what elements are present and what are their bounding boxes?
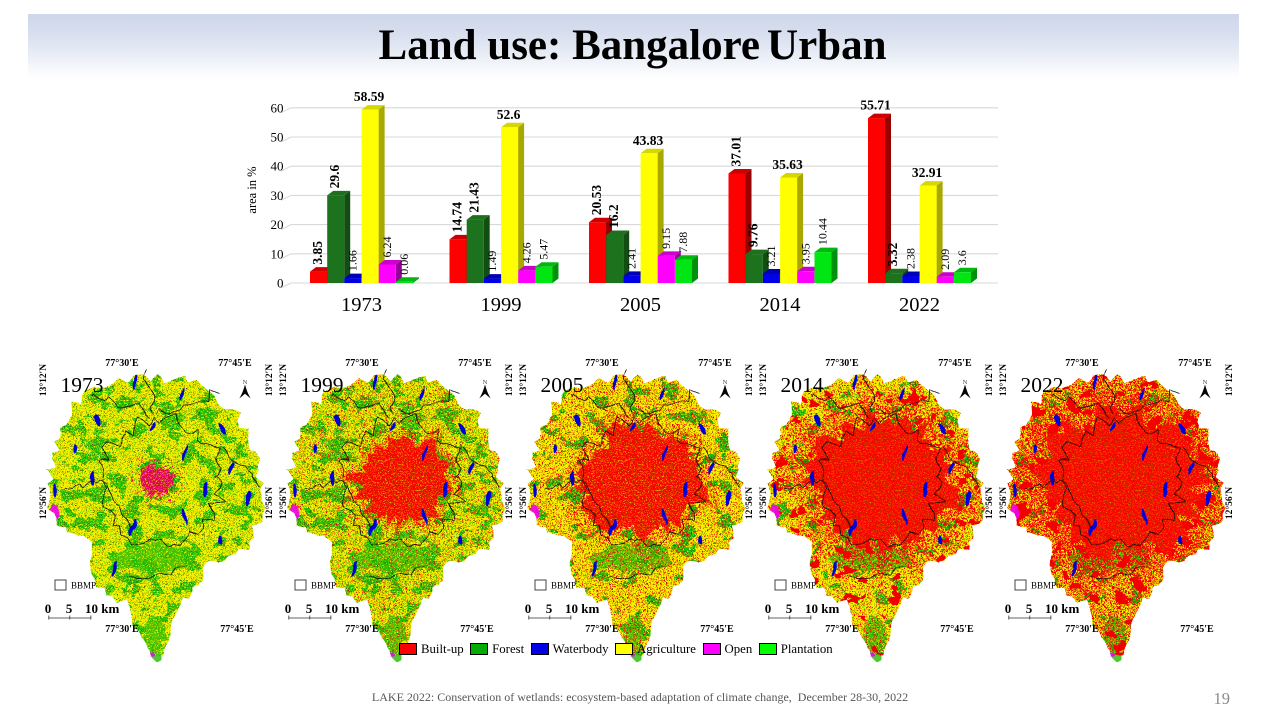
svg-text:area in %: area in % — [245, 166, 259, 213]
svg-text:9.76: 9.76 — [746, 223, 761, 247]
svg-text:1999: 1999 — [301, 373, 344, 397]
svg-text:10: 10 — [271, 246, 284, 261]
svg-text:3.95: 3.95 — [798, 243, 812, 264]
svg-text:1973: 1973 — [61, 373, 104, 397]
svg-text:16.2: 16.2 — [606, 204, 621, 228]
svg-text:3.85: 3.85 — [310, 241, 325, 265]
svg-text:5.47: 5.47 — [537, 239, 551, 260]
svg-text:10.44: 10.44 — [816, 218, 830, 245]
svg-text:7.88: 7.88 — [676, 232, 690, 253]
svg-text:0: 0 — [277, 276, 284, 291]
svg-text:55.71: 55.71 — [860, 98, 891, 113]
svg-text:9.15: 9.15 — [659, 228, 673, 249]
svg-text:1973: 1973 — [341, 294, 382, 316]
svg-text:0.06: 0.06 — [397, 254, 411, 275]
svg-text:43.83: 43.83 — [633, 133, 664, 148]
svg-text:50: 50 — [271, 130, 284, 145]
svg-text:30: 30 — [271, 188, 284, 203]
svg-text:52.6: 52.6 — [497, 107, 521, 122]
svg-text:3.21: 3.21 — [764, 246, 778, 267]
svg-text:20.53: 20.53 — [589, 185, 604, 216]
svg-text:6.24: 6.24 — [380, 237, 394, 258]
svg-text:40: 40 — [271, 159, 284, 174]
svg-text:2005: 2005 — [620, 294, 661, 316]
svg-text:2.41: 2.41 — [624, 248, 638, 269]
svg-text:21.43: 21.43 — [467, 182, 482, 213]
svg-text:2014: 2014 — [760, 294, 801, 316]
svg-text:4.26: 4.26 — [519, 242, 533, 263]
svg-text:37.01: 37.01 — [729, 136, 744, 167]
svg-text:2005: 2005 — [541, 373, 584, 397]
svg-text:29.6: 29.6 — [327, 165, 342, 189]
svg-text:2022: 2022 — [1021, 373, 1064, 397]
svg-text:3.32: 3.32 — [885, 242, 900, 266]
svg-text:20: 20 — [271, 217, 284, 232]
svg-text:3.6: 3.6 — [955, 250, 969, 265]
svg-text:35.63: 35.63 — [772, 157, 803, 172]
svg-text:58.59: 58.59 — [354, 89, 385, 104]
svg-text:14.74: 14.74 — [450, 202, 465, 233]
svg-text:2022: 2022 — [899, 294, 940, 316]
svg-text:1.49: 1.49 — [485, 251, 499, 272]
svg-text:1999: 1999 — [481, 294, 522, 316]
svg-text:2014: 2014 — [781, 373, 824, 397]
svg-text:2.38: 2.38 — [903, 248, 917, 269]
svg-text:1.66: 1.66 — [345, 250, 359, 271]
svg-text:60: 60 — [271, 100, 284, 115]
svg-text:32.91: 32.91 — [912, 165, 943, 180]
svg-text:2.09: 2.09 — [938, 249, 952, 270]
